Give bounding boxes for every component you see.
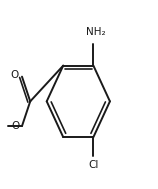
Text: Cl: Cl (88, 160, 99, 170)
Text: NH₂: NH₂ (86, 27, 106, 37)
Text: O: O (10, 70, 18, 80)
Text: O: O (12, 121, 20, 131)
